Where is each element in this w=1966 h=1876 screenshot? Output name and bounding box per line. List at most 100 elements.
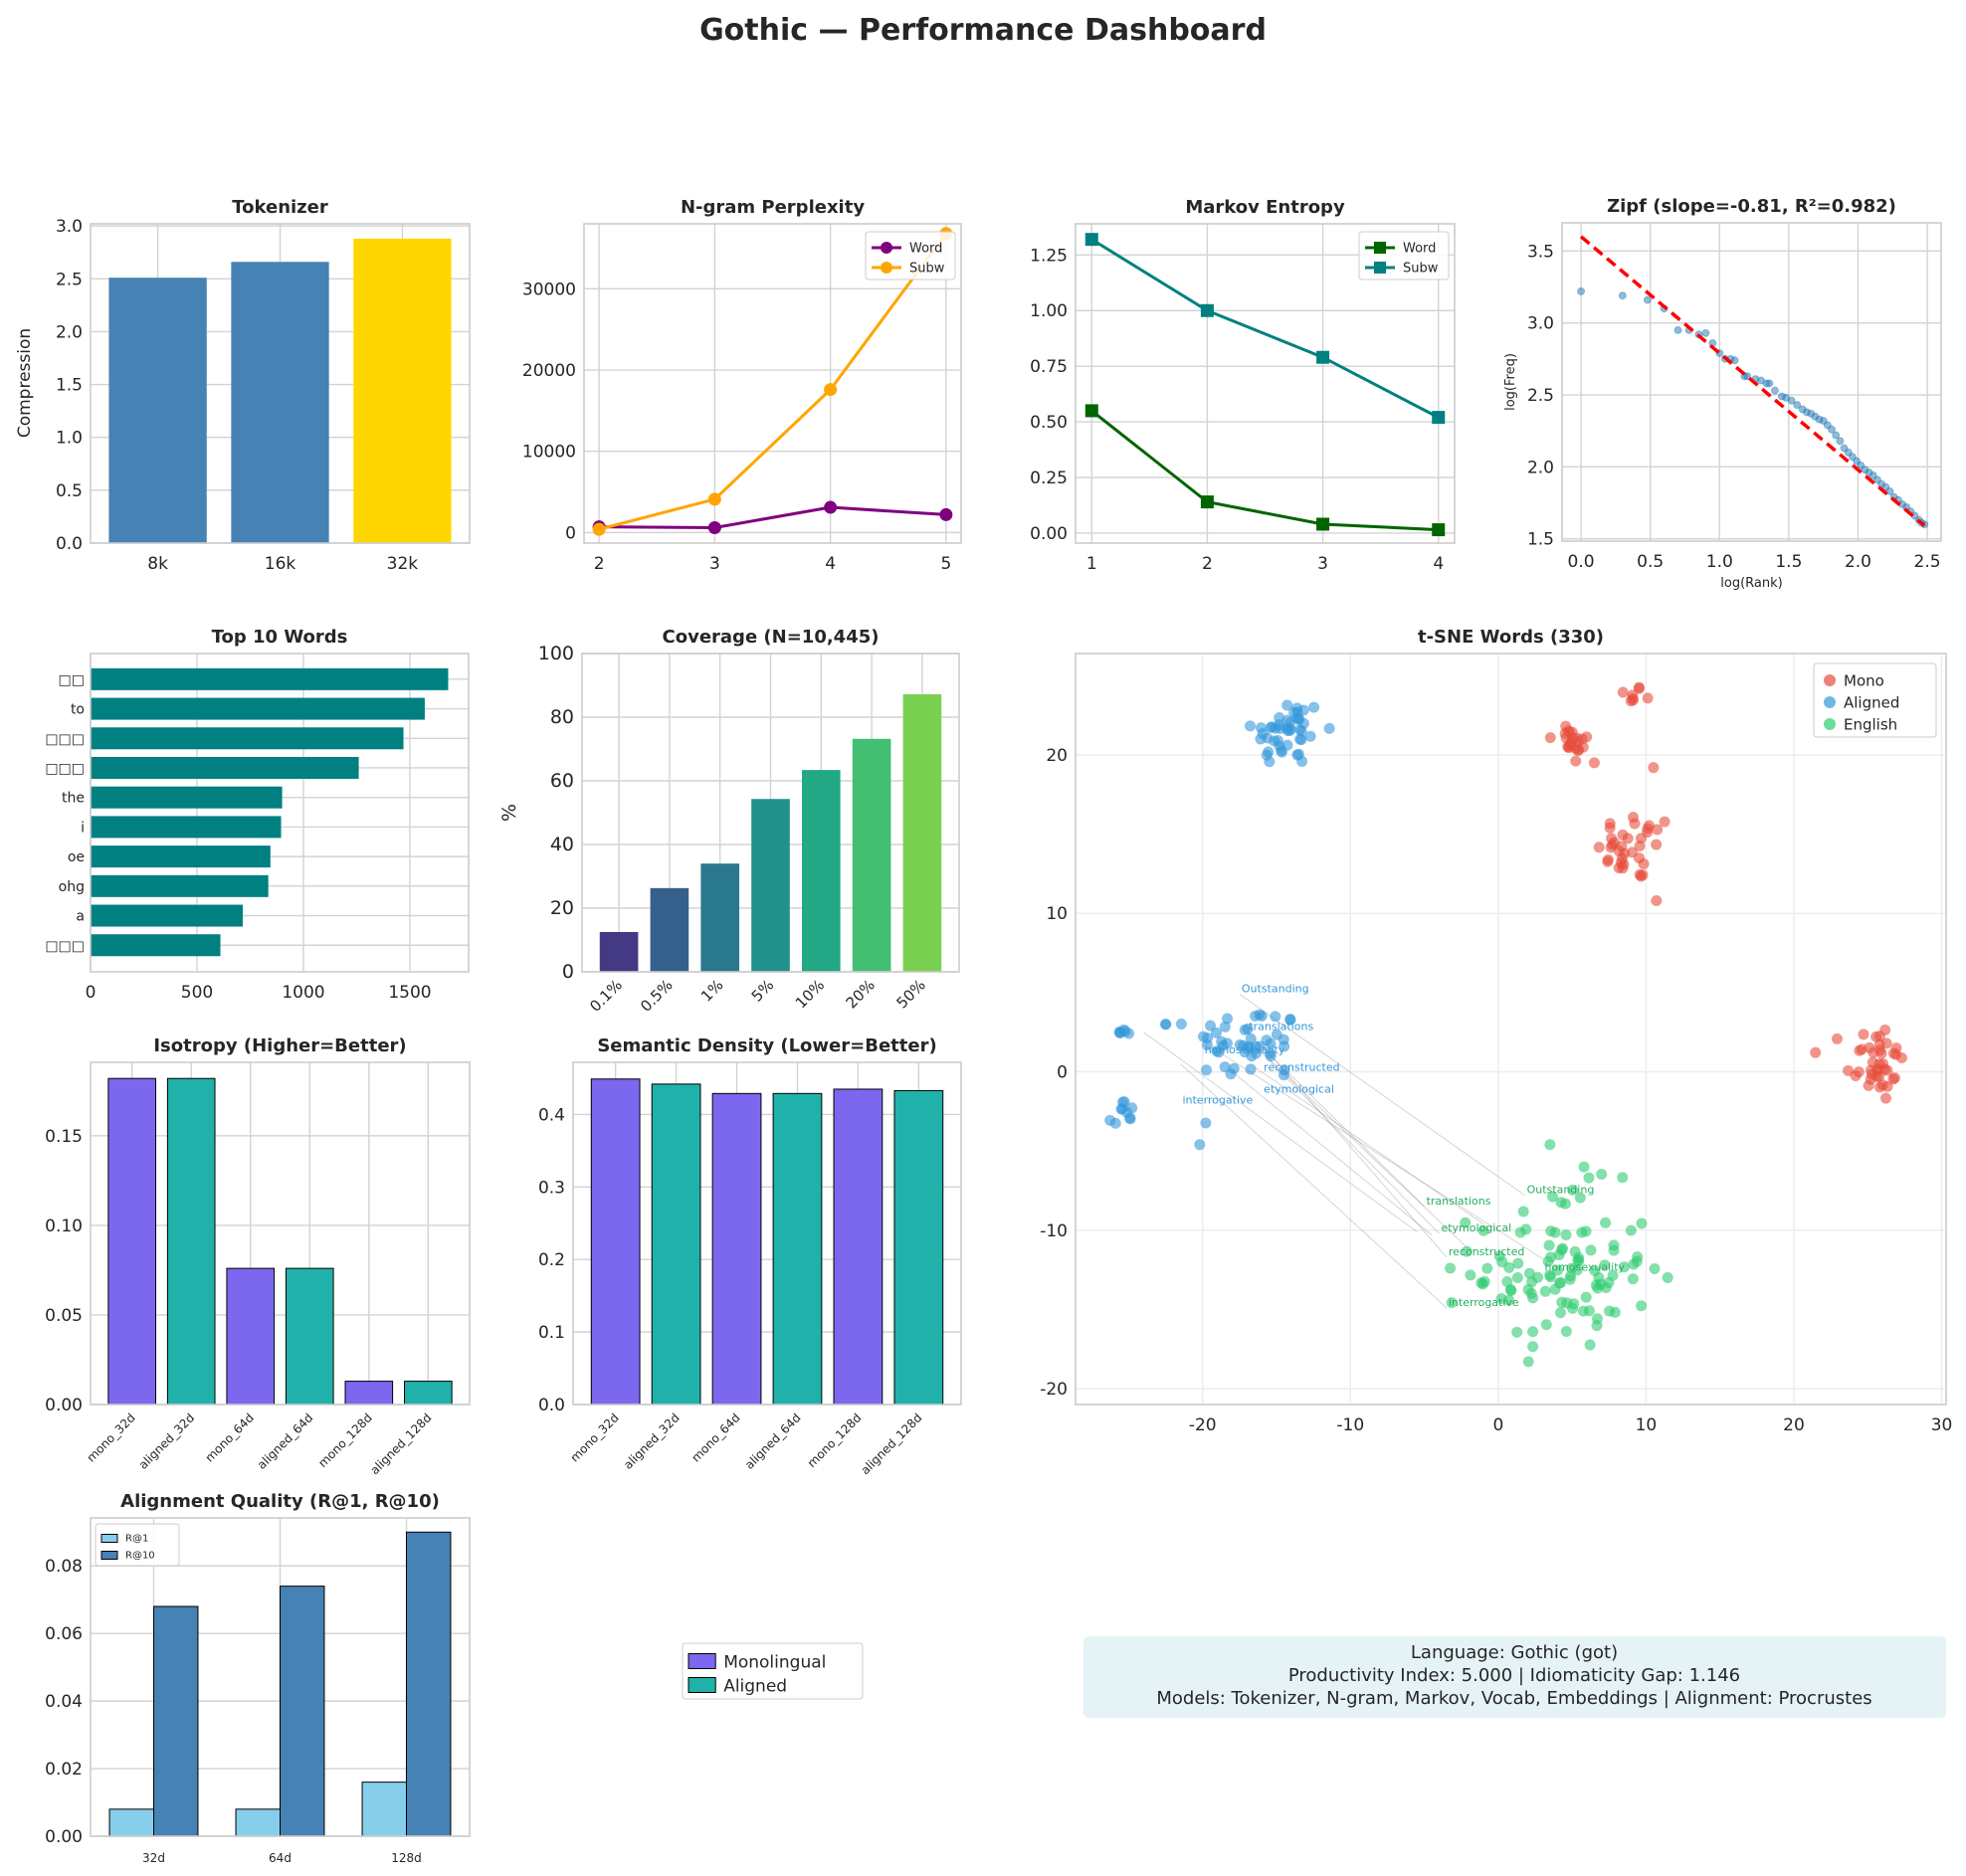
y-tick-label: □□□ [45,731,85,747]
y-tick-label: 0.05 [45,1306,83,1326]
word-point [1175,1018,1187,1030]
data-point [1832,431,1841,440]
chart-title: Isotropy (Higher=Better) [153,1035,406,1056]
word-point [1589,1264,1601,1276]
word-point [1294,723,1306,735]
word-point [1523,1267,1535,1279]
word-point [1544,732,1556,744]
word-point [1607,1269,1619,1281]
y-tick-label: 0.75 [1030,357,1068,377]
y-tick-label: 0.50 [1030,413,1068,433]
bar-coverage [801,770,841,972]
word-point [1532,1271,1544,1283]
word-point [1617,1172,1629,1184]
word-point [1853,1066,1865,1078]
legend-entry: R@1 [100,1534,148,1545]
word-point [1569,1245,1581,1257]
word-point [1505,1285,1517,1297]
word-point [1113,1027,1125,1038]
y-tick-label: 0.0 [538,1396,565,1415]
alignment-quality-chart: 32d 64d 128d 0.00 0.02 0.04 0.06 0.08 R@1 R@10 Ali… [45,1491,471,1865]
bar-coverage [902,693,942,972]
legend: R@1 R@10 [95,1523,180,1567]
series-line [1090,238,1440,419]
legend-entry: Monolingual [688,1653,826,1673]
bar-word [91,816,282,839]
chart-title: Top 10 Words [212,627,348,648]
data-point [1872,475,1881,484]
tsne-chart: -20 -10 0 10 20 30 -20 -10 0 10 20 Outstanding trans… [1040,627,1952,1435]
x-tick-label: 32d [142,1851,165,1865]
data-point [1844,448,1853,457]
data-point [1757,376,1766,385]
word-point [1527,1292,1539,1304]
dashboard-title: Gothic — Performance Dashboard [699,13,1267,48]
word-point [1638,857,1650,869]
x-tick-label: 5 [940,554,951,574]
y-tick-label: -10 [1040,1221,1068,1241]
legend-marker [1374,262,1386,274]
point-label: etymological [1441,1221,1511,1234]
data-point [592,522,606,536]
x-tick-label: 4 [1433,554,1444,574]
y-tick-label: 20 [1046,746,1068,766]
data-point [1618,291,1627,300]
chart-title: Zipf (slope=-0.81, R²=0.982) [1607,196,1896,217]
series-line [1090,409,1439,532]
word-point [1291,702,1303,714]
bar-coverage [599,932,639,972]
y-axis-label: Compression [15,328,35,438]
legend: Word Subw [1358,231,1450,281]
y-tick-label: 3.0 [1527,314,1554,334]
axes-frame [1075,653,1947,1406]
data-point [1868,471,1877,480]
bar-word [91,934,221,957]
alignment-line [1232,1071,1433,1235]
word-point [1501,1276,1513,1288]
bar-coverage [650,887,689,972]
chart-title: N-gram Perplexity [681,197,865,218]
y-tick-label: 0.06 [45,1624,83,1644]
x-tick-label: 500 [181,983,213,1003]
word-point [1527,1326,1539,1338]
point-label: interrogative [1449,1296,1519,1309]
data-point [1823,421,1832,430]
word-point [1895,1051,1907,1063]
word-point [1556,1296,1568,1308]
x-tick-label: 0 [1492,1415,1503,1435]
bar-R@10 [153,1605,199,1837]
x-tick-label: 1.5 [1775,552,1802,572]
info-box-background [1083,1636,1946,1718]
point-label: interrogative [1182,1094,1253,1107]
word-point [1590,1279,1602,1291]
x-tick-label: 1.0 [1706,552,1733,572]
word-point [1544,1139,1556,1151]
legend-swatch [688,1653,716,1669]
legend-swatch [100,1534,118,1543]
word-point [1571,1264,1583,1276]
x-tick-label: 1 [1086,554,1097,574]
word-point [1511,1272,1523,1284]
word-point [1642,692,1654,704]
word-point [1627,812,1639,824]
word-point [1245,1032,1257,1044]
alignment-line [1261,1052,1440,1234]
data-point [824,500,838,514]
bar-mono_128d [833,1088,884,1406]
tokenizer-chart: 8k 16k 32k 0.0 0.5 1.0 1.5 2.0 2.5 3.0 Compression… [15,197,471,574]
word-point [1810,1046,1822,1058]
word-point [1583,1172,1595,1184]
word-point [1284,1014,1296,1026]
y-tick-label: 20000 [522,361,576,381]
word-point [1567,1184,1579,1196]
data-point [1084,233,1098,247]
data-point [707,520,721,534]
data-point [1828,425,1837,434]
bar-R@1 [361,1782,407,1837]
word-point [1543,1239,1555,1251]
y-tick-label: a [76,909,85,925]
info-line: Language: Gothic (got) [1411,1642,1618,1663]
word-point [1292,748,1304,760]
word-point [1651,894,1663,906]
x-tick-label: 10 [1636,1415,1658,1435]
